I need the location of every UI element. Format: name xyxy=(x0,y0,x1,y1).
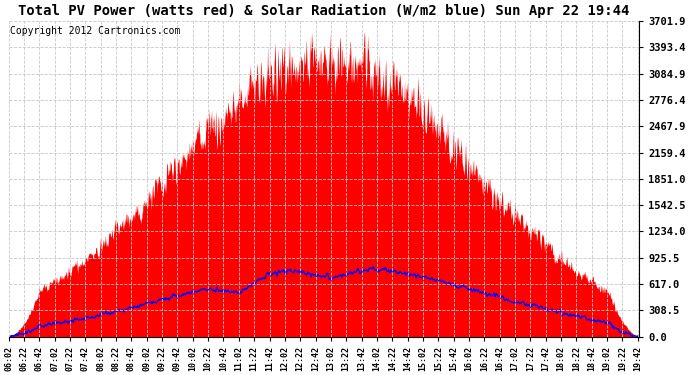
Text: Copyright 2012 Cartronics.com: Copyright 2012 Cartronics.com xyxy=(10,26,180,36)
Title: Total PV Power (watts red) & Solar Radiation (W/m2 blue) Sun Apr 22 19:44: Total PV Power (watts red) & Solar Radia… xyxy=(19,4,630,18)
